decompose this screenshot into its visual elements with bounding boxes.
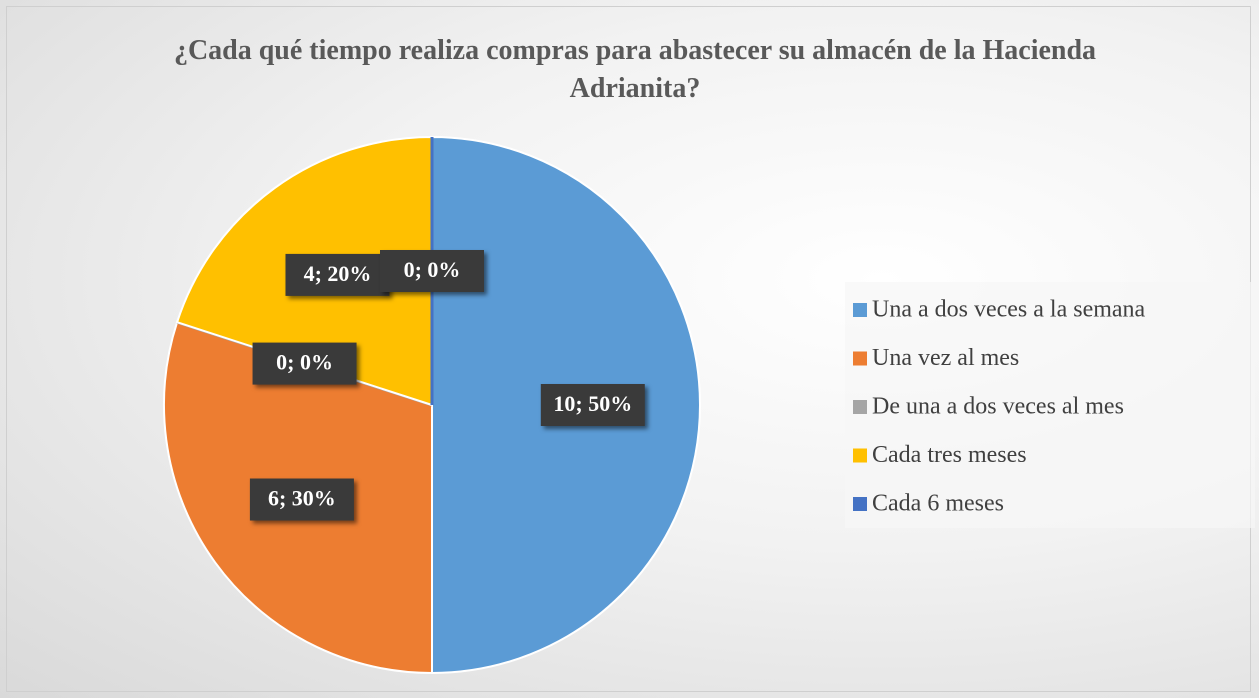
legend-entry: De una a dos veces al mes xyxy=(872,394,1124,420)
data-label: 10; 50% xyxy=(553,391,632,416)
legend-swatch xyxy=(853,497,867,511)
data-label: 0; 0% xyxy=(276,350,333,375)
chart-title: ¿Cada qué tiempo realiza compras para ab… xyxy=(173,35,1097,104)
legend-swatch xyxy=(853,351,867,366)
legend-entry: Una vez al mes xyxy=(872,345,1019,371)
data-label-box xyxy=(249,478,354,521)
legend-entry: Cada 6 meses xyxy=(872,491,1004,517)
legend-swatch xyxy=(853,448,867,463)
legend-entry: Cada tres meses xyxy=(872,442,1027,468)
data-label: 0; 0% xyxy=(404,257,461,282)
legend-entry: Una a dos veces a la semana xyxy=(872,297,1146,323)
legend-swatch xyxy=(853,400,867,414)
data-label-box xyxy=(380,250,484,292)
data-label-box xyxy=(252,342,357,385)
data-label: 6; 30% xyxy=(268,486,336,511)
data-label: 4; 20% xyxy=(304,261,372,286)
legend-box xyxy=(845,282,1255,528)
legend-swatch xyxy=(853,303,867,317)
data-label-box xyxy=(540,384,645,426)
data-label-box xyxy=(285,253,390,296)
